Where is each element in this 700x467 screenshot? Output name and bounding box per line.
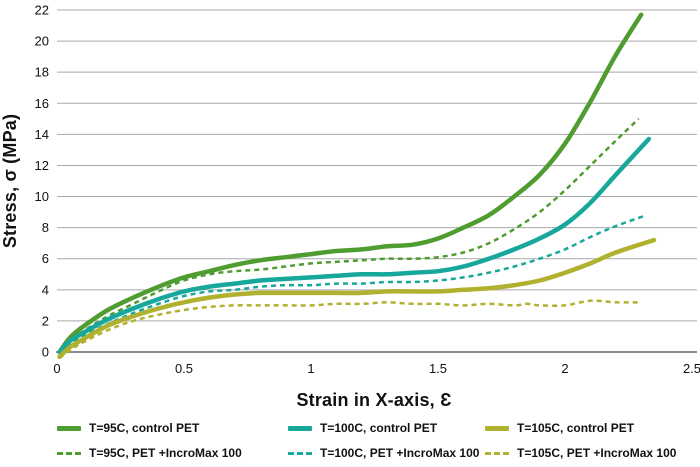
y-tick-label: 22 <box>35 3 49 18</box>
legend-swatch-solid-icon <box>485 425 509 431</box>
x-tick-label: 2.5 <box>683 361 700 376</box>
y-tick-label: 2 <box>42 313 49 328</box>
legend-label: T=95C, control PET <box>89 421 200 435</box>
y-tick-label: 16 <box>35 96 49 111</box>
y-tick-label: 12 <box>35 158 49 173</box>
legend-label: T=100C, control PET <box>320 421 438 435</box>
series-line-t-100c-pet-incromax-100 <box>58 214 647 353</box>
legend-label: T=95C, PET +IncroMax 100 <box>89 446 242 460</box>
x-tick-label: 0 <box>53 361 60 376</box>
legend-label: T=105C, PET +IncroMax 100 <box>517 446 677 460</box>
legend-item-t-100c-control-pet: T=100C, control PET <box>288 421 485 435</box>
y-axis-title: Stress, σ (MPa) <box>0 114 20 248</box>
x-axis-title: Strain in X-axis, Ɛ <box>296 390 452 410</box>
series-line-t-105c-pet-incromax-100 <box>58 299 642 360</box>
legend-label: T=105C, control PET <box>517 421 635 435</box>
series-line-t-100c-control-pet <box>57 136 652 355</box>
legend-swatch-solid-icon <box>288 425 312 431</box>
legend-item-t-105c-control-pet: T=105C, control PET <box>485 421 700 435</box>
legend-swatch-dashed-icon <box>288 451 312 455</box>
legend-swatch-dashed-icon <box>57 451 81 455</box>
legend-item-t-95c-control-pet: T=95C, control PET <box>57 421 288 435</box>
series-line-t-95c-control-pet <box>57 12 644 355</box>
plot-area: 0 2 4 6 8 10 12 14 16 18 20 22 0 0.5 1 1.5 2 2.5 Stress, σ… <box>0 3 700 377</box>
y-tick-label: 0 <box>42 345 49 360</box>
y-tick-label: 4 <box>42 282 49 297</box>
y-tick-label: 8 <box>42 220 49 235</box>
x-tick-label: 1.5 <box>429 361 447 376</box>
y-tick-label: 20 <box>35 34 49 49</box>
legend-item-t-105c-pet-incromax-100: T=105C, PET +IncroMax 100 <box>485 446 700 460</box>
y-tick-label: 6 <box>42 251 49 266</box>
y-tick-label: 10 <box>35 189 49 204</box>
x-tick-label: 1 <box>307 361 314 376</box>
legend-label: T=100C, PET +IncroMax 100 <box>320 446 480 460</box>
x-tick-label: 2 <box>561 361 568 376</box>
y-tick-label: 18 <box>35 65 49 80</box>
series-line-t-95c-pet-incromax-100 <box>58 117 640 353</box>
legend-item-t-100c-pet-incromax-100: T=100C, PET +IncroMax 100 <box>288 446 485 460</box>
y-tick-label: 14 <box>35 127 49 142</box>
series-line-t-105c-control-pet <box>57 237 657 359</box>
legend-swatch-solid-icon <box>57 425 81 431</box>
x-tick-label: 0.5 <box>175 361 193 376</box>
legend: T=95C, control PET T=100C, control PET T=1… <box>57 421 700 460</box>
legend-swatch-dashed-icon <box>485 451 509 455</box>
legend-item-t-95c-pet-incromax-100: T=95C, PET +IncroMax 100 <box>57 446 288 460</box>
